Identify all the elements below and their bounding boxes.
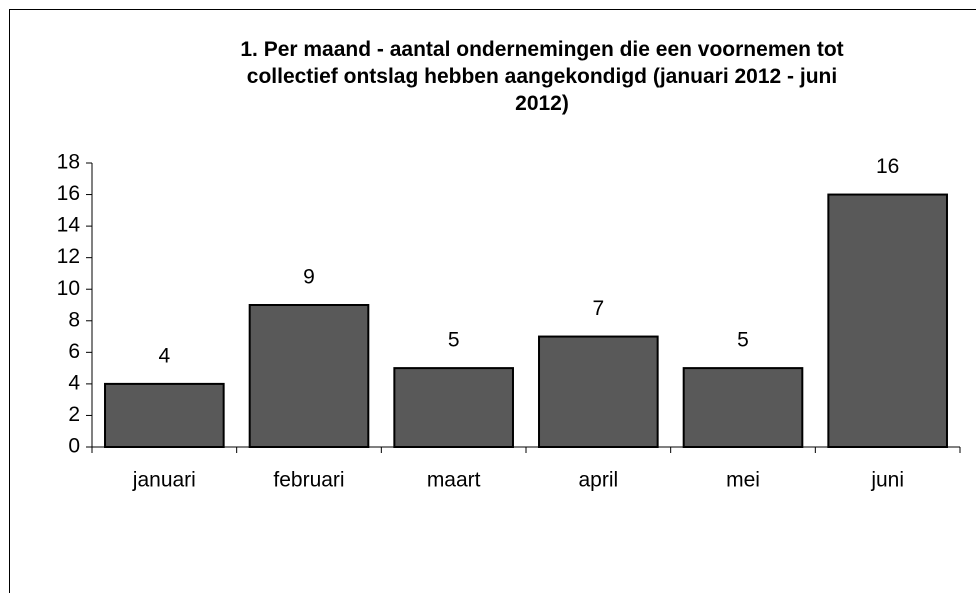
value-label: 5 <box>737 329 749 352</box>
x-tick-label: mei <box>726 469 760 492</box>
bar <box>393 367 514 448</box>
bar <box>827 193 948 448</box>
y-tick-label: 2 <box>68 403 80 426</box>
value-label: 16 <box>876 155 899 178</box>
value-label: 5 <box>448 329 460 352</box>
x-tick-label: april <box>578 469 618 492</box>
y-tick-label: 0 <box>68 435 80 458</box>
x-tick-label: januari <box>132 469 196 492</box>
y-tick-label: 12 <box>57 245 80 268</box>
bar <box>248 304 370 448</box>
bar <box>104 382 225 448</box>
x-tick-label: juni <box>870 469 904 492</box>
chart-border <box>9 9 976 593</box>
y-tick-label: 4 <box>68 371 80 394</box>
chart-title: 1. Per maand - aantal ondernemingen die … <box>240 38 844 115</box>
y-tick-label: 18 <box>57 151 80 174</box>
x-tick-label: maart <box>427 469 481 492</box>
value-label: 9 <box>303 266 315 289</box>
bar <box>682 367 804 448</box>
y-tick-label: 16 <box>57 182 80 205</box>
x-tick-label: februari <box>273 469 344 492</box>
y-tick-label: 6 <box>68 340 80 363</box>
y-tick-label: 8 <box>68 308 80 331</box>
bar <box>538 335 659 448</box>
value-label: 7 <box>592 297 604 320</box>
y-tick-label: 14 <box>57 214 81 237</box>
value-label: 4 <box>158 344 170 367</box>
y-tick-label: 10 <box>57 277 80 300</box>
